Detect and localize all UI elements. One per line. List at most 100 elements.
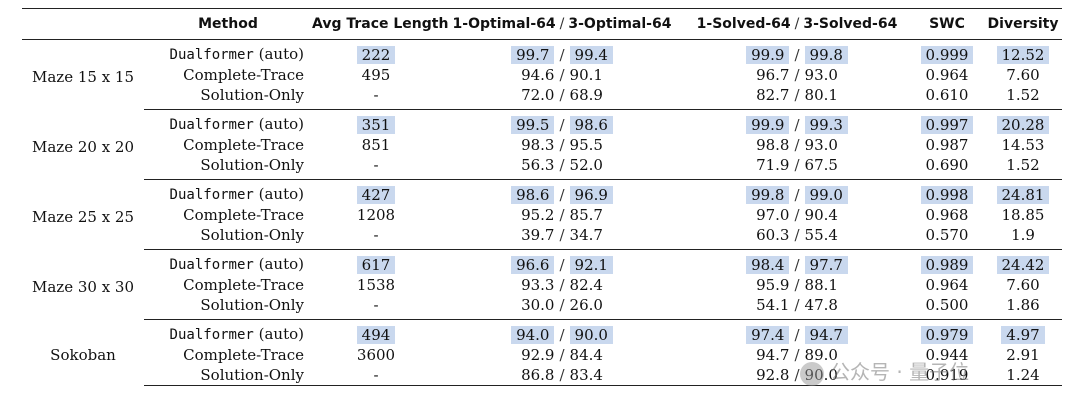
method-cell: Complete-Trace bbox=[144, 135, 312, 155]
diversity-cell: 14.53 bbox=[984, 135, 1062, 155]
diversity-value: 2.91 bbox=[1006, 346, 1040, 364]
diversity-value: 24.81 bbox=[996, 185, 1050, 204]
solved-3-value: 99.3 bbox=[804, 115, 848, 134]
task-label: Maze 25 x 25 bbox=[31, 207, 135, 226]
task-label: Maze 30 x 30 bbox=[31, 277, 135, 296]
solved-1-value: 82.7 bbox=[756, 86, 790, 104]
optimal-cell: 98.3/95.5 bbox=[440, 135, 684, 155]
task-label: Maze 15 x 15 bbox=[31, 67, 135, 86]
value-separator: / bbox=[559, 346, 565, 364]
header-diversity: Diversity bbox=[984, 8, 1062, 40]
solved-1-value: 99.9 bbox=[746, 45, 790, 64]
method-cell: Solution-Only bbox=[144, 295, 312, 320]
diversity-cell: 1.9 bbox=[984, 225, 1062, 250]
swc-cell: 0.989 bbox=[910, 250, 984, 276]
optimal-3-value: 26.0 bbox=[569, 296, 603, 314]
method-cell: Complete-Trace bbox=[144, 345, 312, 365]
value-separator: / bbox=[794, 45, 800, 64]
swc-cell: 0.964 bbox=[910, 65, 984, 85]
value-separator: / bbox=[794, 115, 800, 134]
method-name: Dualformer bbox=[169, 327, 254, 343]
value-separator: / bbox=[794, 66, 800, 84]
optimal-cell: 92.9/84.4 bbox=[440, 345, 684, 365]
solved-1-value: 94.7 bbox=[756, 346, 790, 364]
value-separator: / bbox=[559, 86, 565, 104]
swc-cell: 0.979 bbox=[910, 320, 984, 346]
optimal-3-value: 52.0 bbox=[569, 156, 603, 174]
optimal-1-value: 86.8 bbox=[521, 366, 555, 384]
optimal-1-value: 99.5 bbox=[511, 115, 555, 134]
solved-1-value: 60.3 bbox=[756, 226, 790, 244]
solved-3-value: 80.1 bbox=[804, 86, 838, 104]
value-separator: / bbox=[794, 325, 800, 344]
trace-length-value: 351 bbox=[356, 115, 396, 134]
swc-cell: 0.500 bbox=[910, 295, 984, 320]
trace-length-value: 495 bbox=[361, 66, 391, 84]
diversity-value: 20.28 bbox=[996, 115, 1050, 134]
optimal-3-value: 96.9 bbox=[569, 185, 613, 204]
diversity-cell: 4.97 bbox=[984, 320, 1062, 346]
table-row: Complete-Trace 1538 93.3/82.4 95.9/88.1 0.96… bbox=[22, 275, 1062, 295]
diversity-value: 1.52 bbox=[1006, 86, 1040, 104]
optimal-3-value: 90.0 bbox=[569, 325, 613, 344]
optimal-1-value: 98.6 bbox=[511, 185, 555, 204]
solved-3-value: 88.1 bbox=[804, 276, 838, 294]
header-sol1: 1-Solved-64 bbox=[696, 16, 791, 32]
solved-cell: 97.0/90.4 bbox=[684, 205, 910, 225]
trace-length-cell: 617 bbox=[312, 250, 440, 276]
table-row: Complete-Trace 495 94.6/90.1 96.7/93.0 0.964… bbox=[22, 65, 1062, 85]
optimal-1-value: 95.2 bbox=[521, 206, 555, 224]
solved-3-value: 94.7 bbox=[804, 325, 848, 344]
solved-3-value: 55.4 bbox=[804, 226, 838, 244]
header-slash: / bbox=[794, 16, 800, 32]
optimal-3-value: 85.7 bbox=[569, 206, 603, 224]
value-separator: / bbox=[794, 296, 800, 314]
table-body: Maze 15 x 15 Dualformer (auto) 222 99.7/99.… bbox=[22, 40, 1062, 386]
optimal-1-value: 94.0 bbox=[511, 325, 555, 344]
diversity-cell: 2.91 bbox=[984, 345, 1062, 365]
diversity-cell: 1.52 bbox=[984, 85, 1062, 110]
trace-length-value: - bbox=[373, 366, 379, 384]
table-row: Solution-Only -56.3/52.0 71.9/67.5 0.690 1.5… bbox=[22, 155, 1062, 180]
optimal-3-value: 99.4 bbox=[569, 45, 613, 64]
method-name: Complete-Trace bbox=[183, 206, 304, 224]
solved-1-value: 98.4 bbox=[746, 255, 790, 274]
method-cell: Solution-Only bbox=[144, 155, 312, 180]
swc-value: 0.979 bbox=[920, 325, 974, 344]
method-variant: (auto) bbox=[258, 45, 304, 63]
diversity-value: 1.52 bbox=[1006, 156, 1040, 174]
optimal-cell: 30.0/26.0 bbox=[440, 295, 684, 320]
method-name: Solution-Only bbox=[200, 156, 304, 174]
trace-length-value: 3600 bbox=[356, 346, 396, 364]
value-separator: / bbox=[794, 226, 800, 244]
solved-cell: 99.9/99.8 bbox=[684, 40, 910, 66]
diversity-value: 1.9 bbox=[1011, 226, 1035, 244]
diversity-cell: 18.85 bbox=[984, 205, 1062, 225]
solved-1-value: 97.0 bbox=[756, 206, 790, 224]
optimal-cell: 95.2/85.7 bbox=[440, 205, 684, 225]
solved-cell: 60.3/55.4 bbox=[684, 225, 910, 250]
trace-length-cell: 3600 bbox=[312, 345, 440, 365]
swc-value: 0.570 bbox=[925, 226, 969, 244]
optimal-1-value: 39.7 bbox=[521, 226, 555, 244]
optimal-3-value: 95.5 bbox=[569, 136, 603, 154]
diversity-cell: 1.86 bbox=[984, 295, 1062, 320]
optimal-3-value: 98.6 bbox=[569, 115, 613, 134]
table-row: Solution-Only -30.0/26.0 54.1/47.8 0.500 1.8… bbox=[22, 295, 1062, 320]
value-separator: / bbox=[559, 206, 565, 224]
table-row: Maze 30 x 30 Dualformer (auto) 617 96.6/92.… bbox=[22, 250, 1062, 296]
method-cell: Dualformer (auto) bbox=[144, 40, 312, 66]
value-separator: / bbox=[794, 136, 800, 154]
trace-length-cell: 1208 bbox=[312, 205, 440, 225]
value-separator: / bbox=[559, 156, 565, 174]
trace-length-cell: - bbox=[312, 85, 440, 110]
diversity-value: 4.97 bbox=[1001, 325, 1045, 344]
method-name: Solution-Only bbox=[200, 366, 304, 384]
table-row: Maze 15 x 15 Dualformer (auto) 222 99.7/99.… bbox=[22, 40, 1062, 86]
value-separator: / bbox=[794, 156, 800, 174]
diversity-value: 1.24 bbox=[1006, 366, 1040, 384]
value-separator: / bbox=[794, 346, 800, 364]
solved-cell: 98.4/97.7 bbox=[684, 250, 910, 276]
solved-cell: 96.7/93.0 bbox=[684, 65, 910, 85]
optimal-cell: 72.0/68.9 bbox=[440, 85, 684, 110]
